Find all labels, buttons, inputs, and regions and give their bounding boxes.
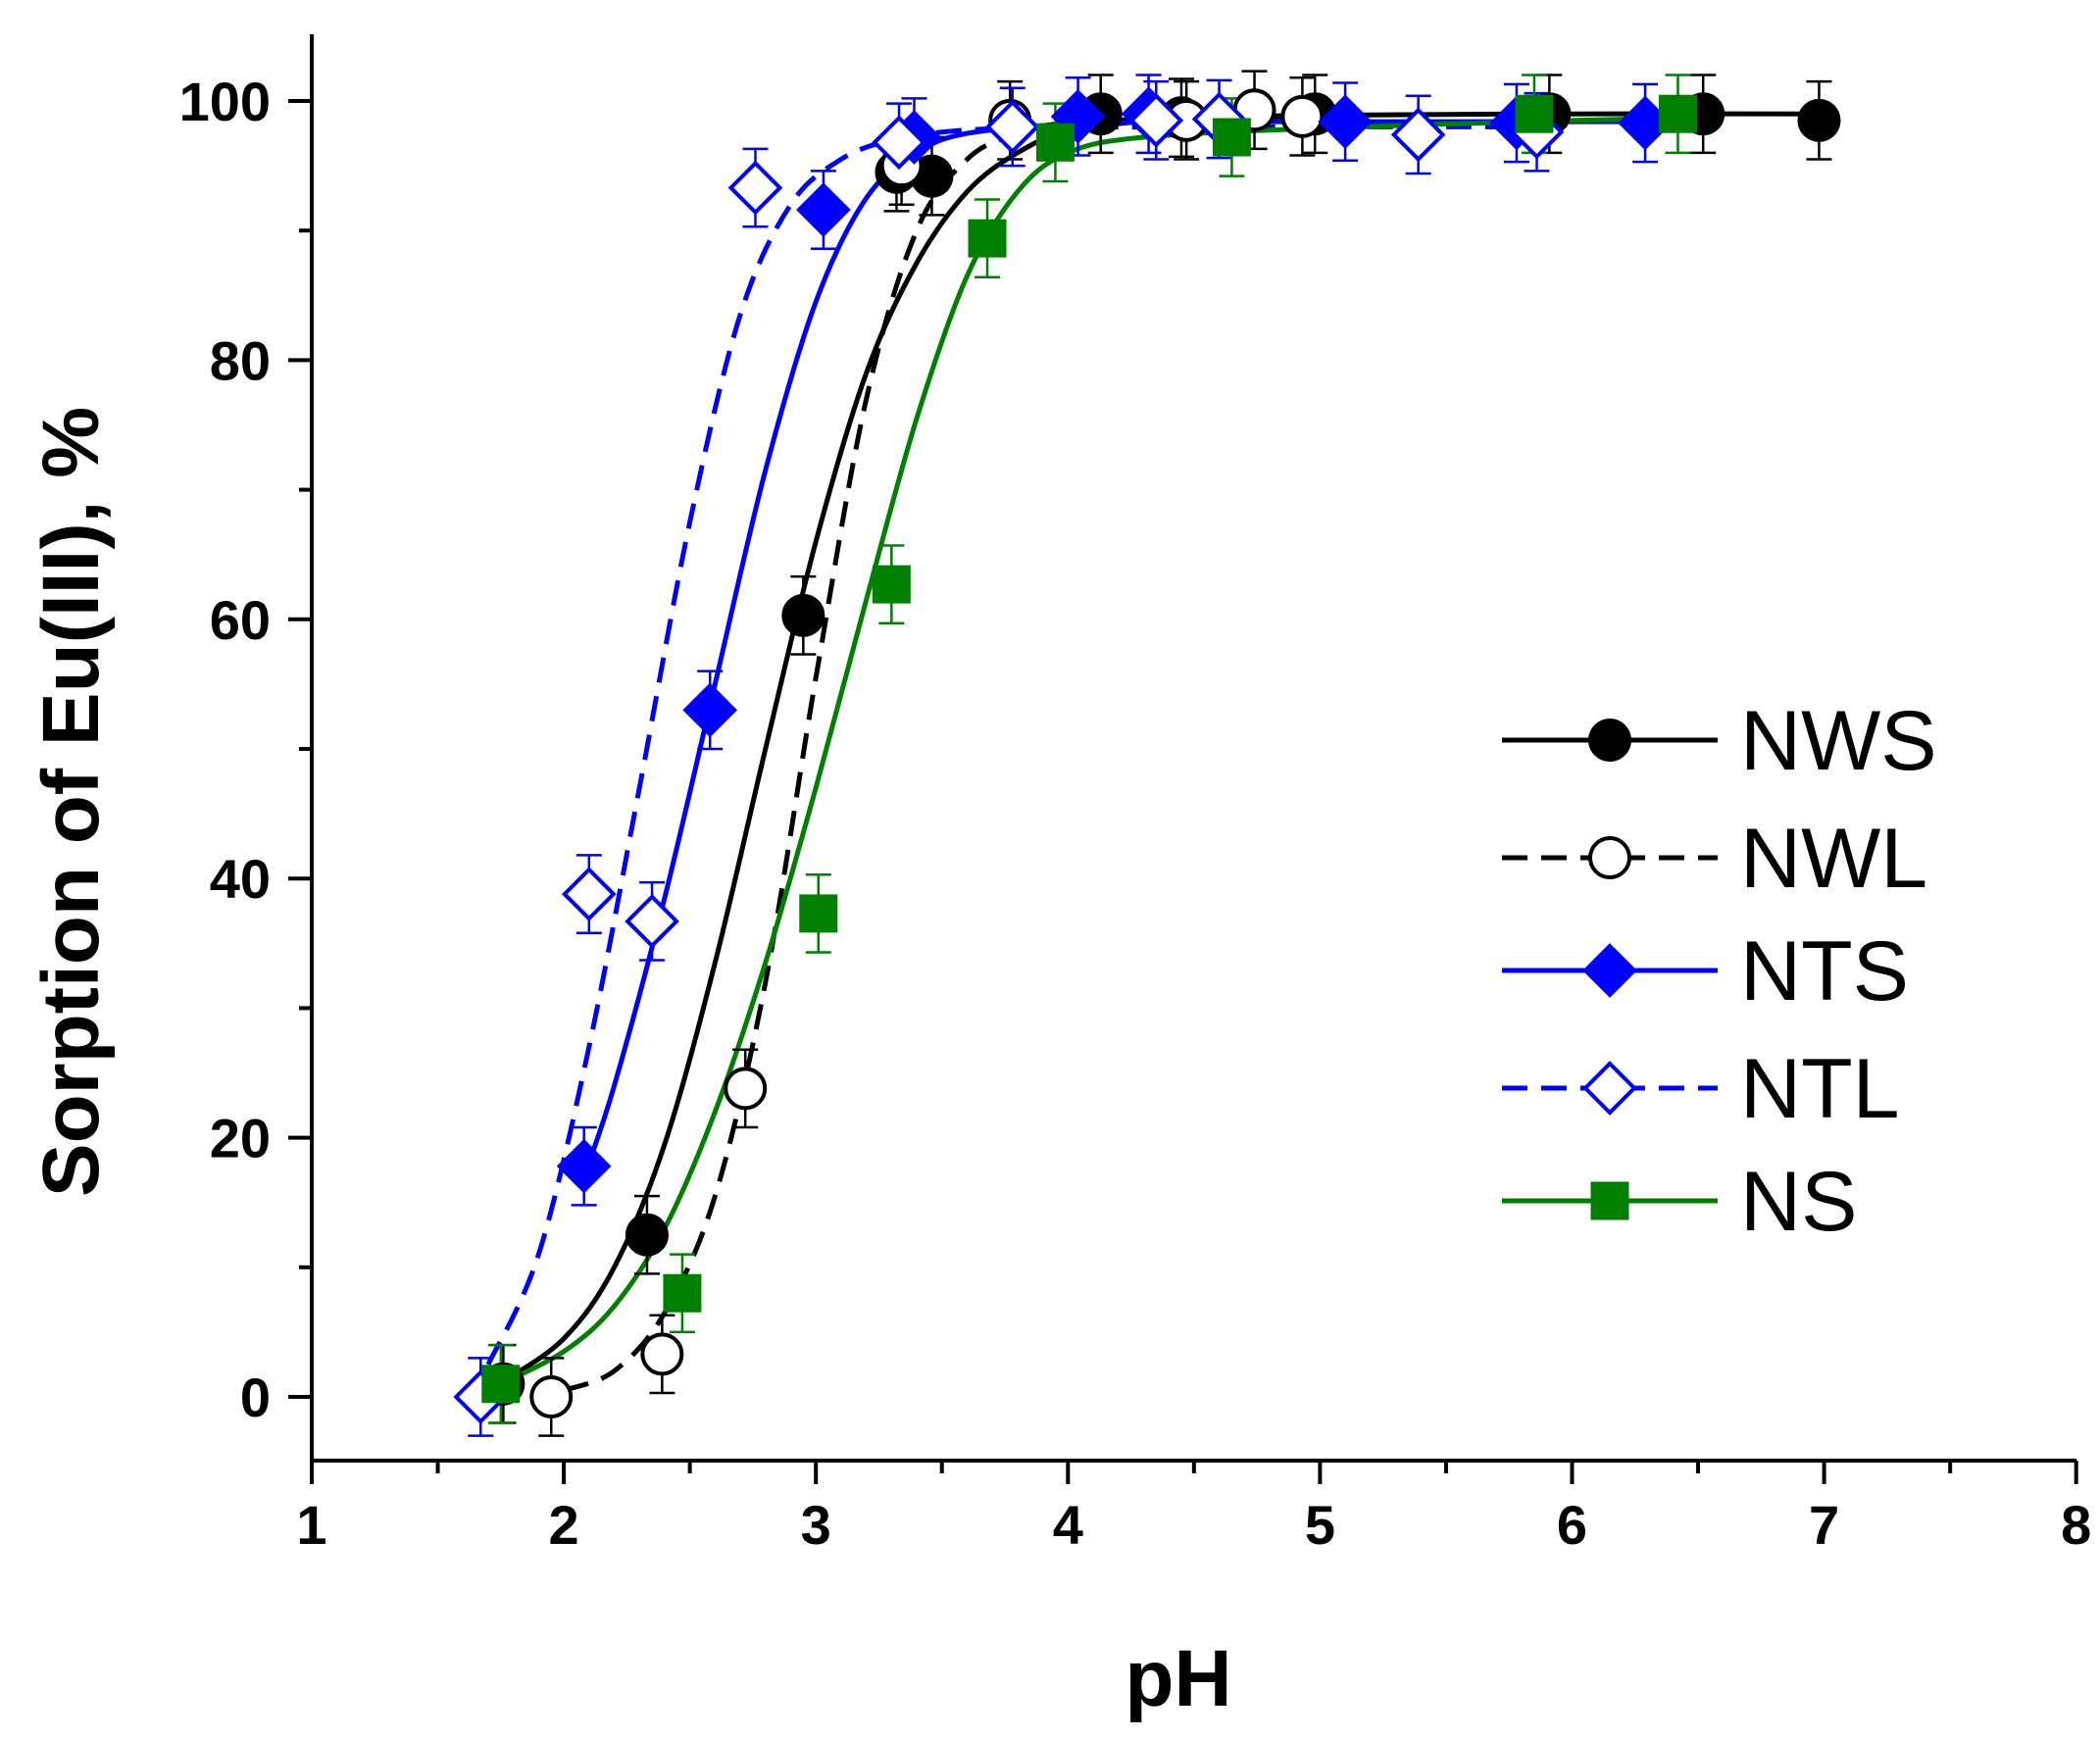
data-point-nts [682,682,738,738]
legend-label: NTL [1740,1042,1899,1136]
legend-label: NWL [1740,812,1927,906]
data-point-ntl [1390,107,1446,163]
x-tick-label: 4 [1053,1494,1083,1556]
data-point-nts [796,182,851,237]
data-point-ntl [1128,93,1184,148]
y-axis-title: Sorption of Eu(III), % [26,407,116,1197]
x-tick-label: 6 [1557,1494,1587,1556]
legend-marker [1582,1061,1637,1116]
data-point-nwl [640,1332,684,1376]
x-tick-label: 2 [549,1494,579,1556]
x-tick-label: 1 [296,1494,326,1556]
fit-curve-ntl [485,124,1547,1366]
data-point-nts [556,1138,612,1194]
legend-entry-ns: NS [1502,1155,1857,1249]
legend-marker [1588,836,1631,879]
y-tick-label: 80 [210,329,271,391]
data-point-ns [1035,123,1075,162]
error-bars [468,70,1832,1437]
legend: NWS NWL NTS NTL NS [1502,694,1937,1249]
legend-entry-nts: NTS [1502,924,1909,1019]
data-point-nws [625,1213,669,1257]
legend-entry-nwl: NWL [1502,812,1927,906]
legend-marker [1590,1181,1629,1220]
y-tick-label: 0 [240,1366,271,1428]
x-tick-label: 3 [801,1494,831,1556]
x-axis-title: pH [1125,1634,1231,1723]
data-point-ntl [984,99,1040,155]
x-tick-label: 5 [1305,1494,1335,1556]
y-tick-label: 60 [210,589,271,651]
legend-label: NS [1740,1155,1857,1249]
data-point-ns [663,1273,702,1313]
data-point-nts [1318,94,1373,149]
data-point-ns [1658,94,1697,133]
data-point-ntl [872,115,926,171]
legend-marker [1588,719,1631,762]
y-tick-label: 20 [210,1108,271,1169]
legend-entry-nws: NWS [1502,694,1937,788]
y-tick-label: 100 [179,71,271,132]
data-point-ns [799,894,838,933]
x-tick-label: 8 [2061,1494,2091,1556]
legend-marker [1582,943,1637,998]
x-tick-label: 7 [1809,1494,1839,1556]
data-point-ns [968,219,1007,258]
data-point-ntl [727,160,783,216]
fit-curve-nts [581,119,1648,1178]
data-point-nws [1797,98,1841,142]
data-point-ntl [625,893,679,949]
fit-curve-ns [499,115,1686,1387]
data-markers [453,86,1841,1424]
data-point-ns [481,1365,521,1404]
data-point-nwl [1280,94,1325,138]
data-point-nwl [529,1375,574,1418]
legend-label: NWS [1740,694,1937,788]
y-tick-label: 40 [210,848,271,910]
data-point-nwl [724,1067,768,1111]
data-point-ns [1515,94,1554,133]
legend-entry-ntl: NTL [1502,1042,1899,1136]
legend-label: NTS [1740,924,1909,1019]
data-point-nws [781,593,825,637]
data-point-ns [872,565,911,604]
data-point-ns [1212,118,1251,157]
data-point-ntl [561,867,617,921]
